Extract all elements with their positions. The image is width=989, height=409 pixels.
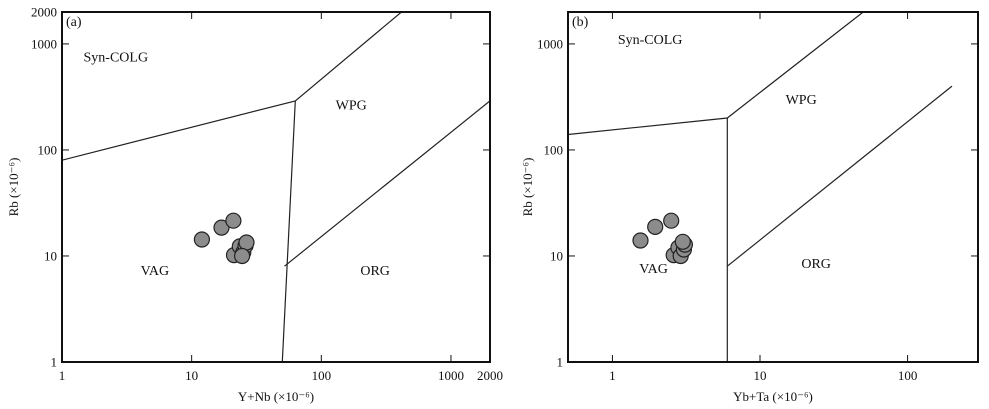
x-tick-label: 1000 (438, 368, 464, 383)
y-tick-label: 100 (544, 142, 564, 157)
sample-point (663, 212, 680, 229)
sample-point (225, 212, 242, 229)
y-tick-label: 2000 (31, 5, 57, 20)
x-axis-label: Y+Nb (×10⁻⁶) (238, 389, 314, 404)
sample-point (674, 233, 691, 250)
plot-frame (567, 11, 979, 363)
x-tick-label: 10 (754, 368, 767, 383)
x-tick-label: 2000 (477, 368, 503, 383)
y-axis-label: Rb (×10⁻⁶) (520, 158, 535, 217)
y-axis-label: Rb (×10⁻⁶) (6, 158, 21, 217)
y-tick-label: 1000 (537, 36, 563, 51)
field-label: Syn-COLG (84, 51, 149, 66)
y-tick-label: 1 (557, 355, 564, 370)
panel-a: 1 10 100 1000 2000 1 10 100 1000 2000 Syn-COLG WPG V… (6, 5, 503, 405)
field-label: VAG (639, 262, 668, 277)
y-tick-label: 10 (44, 248, 57, 263)
boundary-line (62, 12, 403, 161)
sample-point (193, 231, 210, 248)
boundary-line (284, 100, 490, 267)
sample-point (647, 218, 664, 235)
x-tick-label: 1 (59, 368, 66, 383)
field-label: ORG (360, 264, 390, 279)
field-label: WPG (786, 93, 817, 108)
y-tick-label: 1 (51, 355, 58, 370)
y-tick-label: 100 (38, 142, 58, 157)
panel-label: (a) (66, 15, 82, 30)
x-tick-label: 1 (609, 368, 616, 383)
field-label: Syn-COLG (618, 33, 683, 48)
field-label: VAG (141, 264, 170, 279)
field-label: ORG (801, 257, 831, 272)
x-tick-label: 10 (185, 368, 198, 383)
panel-label: (b) (572, 15, 589, 30)
sample-point (234, 247, 251, 265)
sample-point (238, 234, 255, 251)
boundary-line (281, 100, 296, 362)
sample-point (213, 219, 230, 236)
field-boundaries (568, 12, 953, 362)
y-tick-label: 10 (550, 248, 563, 263)
plot-frame (61, 11, 491, 363)
boundary-line (726, 85, 953, 267)
x-tick-label: 100 (898, 368, 918, 383)
field-boundaries (62, 12, 490, 362)
x-axis-label: Yb+Ta (×10⁻⁶) (733, 389, 813, 404)
panel-b: 1 10 100 1 10 100 1000 Syn-COLG WPG VAG ORG (b) Yb+T… (520, 11, 979, 404)
boundary-line (568, 12, 864, 136)
x-tick-label: 100 (312, 368, 332, 383)
sample-point (632, 232, 649, 249)
y-tick-label: 1000 (31, 36, 57, 51)
field-label: WPG (336, 99, 367, 114)
